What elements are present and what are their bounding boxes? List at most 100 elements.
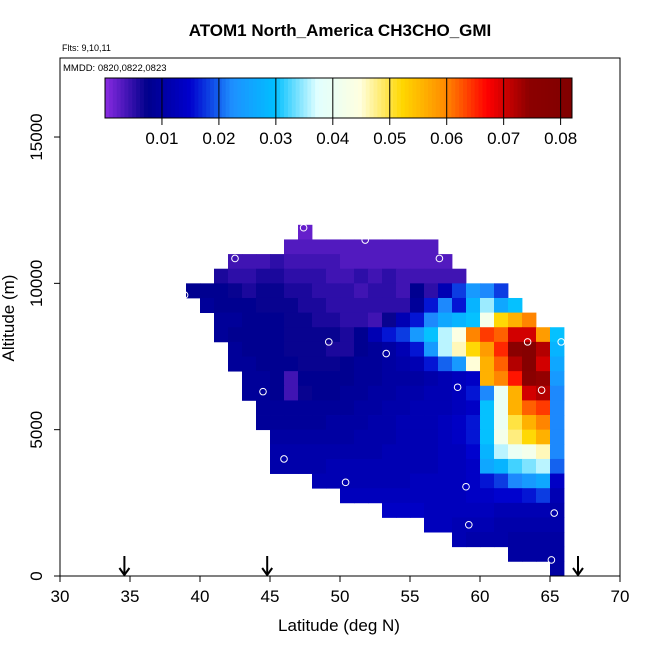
heatmap-cell — [550, 488, 565, 504]
heatmap-cell — [452, 312, 467, 328]
heatmap-cell — [396, 429, 411, 445]
heatmap-cell — [480, 385, 495, 401]
colorbar-tick-label: 0.05 — [373, 129, 406, 148]
heatmap-cell — [396, 385, 411, 401]
heatmap-cell — [326, 297, 341, 314]
sample-point — [523, 338, 532, 346]
heatmap-cell — [424, 283, 439, 299]
heatmap-cell — [312, 312, 327, 328]
heatmap-cell — [424, 356, 439, 372]
heatmap-cell — [494, 356, 509, 372]
colorbar-segment — [213, 78, 219, 118]
sample-point — [361, 236, 370, 244]
heatmap-cell — [536, 502, 551, 518]
colorbar-segment — [424, 78, 429, 118]
heatmap-cell — [480, 400, 495, 416]
heatmap-cell — [270, 254, 285, 270]
colorbar-segment — [346, 78, 351, 118]
heatmap-cell — [382, 356, 397, 372]
colorbar-segment — [408, 78, 413, 118]
heatmap-cell — [396, 312, 411, 328]
heatmap-cell — [284, 429, 299, 445]
heatmap-cell — [270, 297, 285, 314]
heatmap-cell — [424, 400, 439, 416]
heatmap-cell — [354, 473, 369, 489]
colorbar-segment — [404, 78, 410, 118]
heatmap-cell — [382, 327, 397, 343]
heatmap-cell — [396, 400, 411, 416]
heatmap-cell — [438, 488, 453, 504]
heatmap-cell — [298, 444, 313, 460]
heatmap-cell — [228, 283, 243, 299]
heatmap-cell — [480, 415, 495, 431]
heatmap-cell — [284, 254, 299, 270]
heatmap-cell — [452, 415, 467, 431]
heatmap-cell — [536, 341, 551, 357]
colorbar-segment — [447, 78, 452, 118]
heatmap-cell — [284, 444, 299, 460]
heatmap-cell — [424, 239, 439, 255]
colorbar-segment — [260, 78, 266, 118]
colorbar-segment — [459, 78, 464, 118]
heatmap-cell — [424, 341, 439, 357]
colorbar-segment — [412, 78, 417, 118]
heatmap-cell — [214, 327, 229, 343]
heatmap-cell — [354, 371, 369, 387]
x-tick-label: 35 — [121, 587, 140, 606]
heatmap-cell — [438, 400, 453, 416]
colorbar-segment — [319, 78, 324, 118]
heatmap-cell — [424, 327, 439, 343]
heatmap-cell — [452, 502, 467, 518]
x-tick-label: 45 — [261, 587, 280, 606]
colorbar-segment — [151, 78, 157, 118]
heatmap-cell — [522, 517, 537, 533]
colorbar-segment — [272, 78, 277, 118]
heatmap-cell — [326, 254, 341, 270]
heatmap-cell — [480, 502, 495, 518]
heatmap-cell — [536, 458, 551, 474]
colorbar-segment — [392, 78, 398, 118]
heatmap-cell — [396, 356, 411, 372]
heatmap-cell — [466, 283, 481, 299]
heatmap-cell — [466, 458, 481, 474]
latitude-arrow-markers — [118, 556, 584, 577]
heatmap-cell — [522, 502, 537, 518]
heatmap-cell — [326, 473, 341, 489]
heatmap-cell — [354, 400, 369, 416]
heatmap-cell — [312, 239, 327, 255]
heatmap-cell — [312, 254, 327, 270]
heatmap-cell — [326, 400, 341, 416]
heatmap-cell — [312, 458, 327, 474]
heatmap-cell — [242, 356, 257, 372]
heatmap-cell — [452, 283, 467, 299]
heatmap-cell — [480, 473, 495, 489]
heatmap-cell — [452, 371, 467, 387]
colorbar-segment — [552, 78, 557, 118]
heatmap-cell — [326, 341, 341, 357]
heatmap-cell — [424, 254, 439, 270]
heatmap-cell — [340, 444, 355, 460]
colorbar-segment — [171, 78, 176, 118]
heatmap-cell — [368, 371, 383, 387]
heatmap-cell — [508, 415, 523, 431]
heatmap-cell — [410, 458, 425, 474]
colorbar-segment — [311, 78, 316, 118]
heatmap-cell — [494, 429, 509, 445]
heatmap-cell — [270, 268, 285, 284]
colorbar-segment — [498, 78, 503, 118]
heatmap-cell — [298, 356, 313, 372]
heatmap-cell — [494, 400, 509, 416]
heatmap-cell — [312, 473, 327, 489]
arrow-marker-head — [261, 567, 274, 577]
heatmap-cell — [382, 312, 397, 328]
heatmap-cell — [466, 327, 481, 343]
heatmap-cell — [536, 488, 551, 504]
heatmap-cell — [340, 400, 355, 416]
colorbar-segment — [560, 78, 565, 118]
colorbar-segment — [303, 78, 308, 118]
y-tick-label: 10000 — [27, 260, 46, 307]
colorbar-segment — [439, 78, 445, 118]
colorbar-tick-label: 0.01 — [145, 129, 178, 148]
colorbar-segment — [190, 78, 196, 118]
